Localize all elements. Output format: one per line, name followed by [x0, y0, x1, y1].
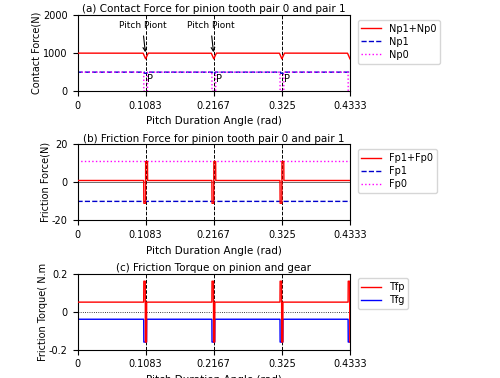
- Text: P: P: [148, 74, 154, 84]
- Fp1: [91, 199, 97, 204]
- Tfg: [86, 317, 92, 322]
- Fp0: [74, 159, 80, 164]
- Fp0: [128, 159, 134, 164]
- Text: P: P: [216, 74, 222, 84]
- Line: Np1+Np0: Np1+Np0: [78, 53, 350, 59]
- Np0: [140, 89, 146, 93]
- Np1: [76, 70, 82, 74]
- Np1: [128, 70, 134, 74]
- Tfg: [128, 317, 134, 322]
- Line: Tfp: Tfp: [78, 281, 350, 342]
- Legend: Np1+Np0, Np1, Np0: Np1+Np0, Np1, Np0: [358, 20, 440, 64]
- Np0: [128, 70, 134, 74]
- Fp1: [128, 199, 134, 204]
- Y-axis label: Contact Force(N): Contact Force(N): [32, 12, 42, 94]
- Tfg: [140, 340, 146, 344]
- Np1+Np0: [91, 51, 97, 56]
- Tfg: [332, 317, 338, 322]
- Fp1+Fp0: [86, 178, 92, 183]
- Fp1: [86, 199, 92, 204]
- Tfp: [140, 279, 146, 284]
- Tfg: [74, 317, 80, 322]
- Tfp: [86, 300, 92, 304]
- Np1+Np0: [74, 51, 80, 56]
- Fp1: [74, 199, 80, 204]
- Np1+Np0: [86, 51, 92, 56]
- Fp0: [76, 159, 82, 164]
- Fp1+Fp0: [91, 178, 97, 183]
- Np0: [91, 70, 97, 74]
- Fp1+Fp0: [142, 159, 148, 164]
- Tfg: [76, 317, 82, 322]
- Np1+Np0: [332, 51, 338, 56]
- Np0: [74, 70, 80, 74]
- Np0: [347, 89, 353, 93]
- Tfp: [91, 300, 97, 304]
- Tfg: [91, 317, 97, 322]
- Np0: [332, 70, 338, 74]
- Line: Np0: Np0: [78, 72, 350, 91]
- Y-axis label: Friction Torque( N.m: Friction Torque( N.m: [38, 263, 48, 361]
- Np0: [86, 70, 92, 74]
- Fp0: [86, 159, 92, 164]
- Legend: Fp1+Fp0, Fp1, Fp0: Fp1+Fp0, Fp1, Fp0: [358, 149, 436, 193]
- Fp1: [208, 199, 214, 204]
- Fp1: [347, 199, 353, 204]
- Np1+Np0: [347, 57, 353, 61]
- Np1: [74, 70, 80, 74]
- Tfg: [347, 340, 353, 344]
- Fp1: [332, 199, 338, 204]
- X-axis label: Pitch Duration Angle (rad): Pitch Duration Angle (rad): [146, 116, 282, 126]
- X-axis label: Pitch Duration Angle (rad): Pitch Duration Angle (rad): [146, 246, 282, 256]
- Text: P: P: [284, 74, 290, 84]
- Line: Np1: Np1: [78, 72, 350, 73]
- Fp0: [332, 159, 338, 164]
- Tfg: [208, 317, 214, 322]
- Fp1+Fp0: [128, 178, 134, 183]
- Tfp: [332, 300, 338, 304]
- Y-axis label: Friction Force(N): Friction Force(N): [40, 143, 50, 222]
- Line: Fp1+Fp0: Fp1+Fp0: [78, 161, 350, 203]
- Fp1+Fp0: [208, 178, 214, 183]
- Text: Pitch Piont: Pitch Piont: [118, 22, 166, 51]
- Fp0: [208, 159, 214, 164]
- Np1+Np0: [128, 51, 134, 56]
- Fp1+Fp0: [74, 178, 80, 183]
- Tfp: [76, 300, 82, 304]
- Np1+Np0: [76, 51, 82, 56]
- Title: (b) Friction Force for pinion tooth pair 0 and pair 1: (b) Friction Force for pinion tooth pair…: [83, 133, 344, 144]
- Fp1+Fp0: [76, 178, 82, 183]
- Np0: [208, 70, 214, 74]
- Tfp: [208, 300, 214, 304]
- Tfp: [74, 300, 80, 304]
- Np1: [347, 71, 353, 76]
- Np1: [91, 70, 97, 74]
- Np1+Np0: [208, 51, 214, 56]
- Tfp: [347, 340, 353, 344]
- Line: Tfg: Tfg: [78, 319, 350, 342]
- X-axis label: Pitch Duration Angle (rad): Pitch Duration Angle (rad): [146, 375, 282, 378]
- Np0: [76, 70, 82, 74]
- Text: Pitch Piont: Pitch Piont: [187, 22, 234, 51]
- Np1: [332, 70, 338, 74]
- Np1: [208, 70, 214, 74]
- Title: (a) Contact Force for pinion tooth pair 0 and pair 1: (a) Contact Force for pinion tooth pair …: [82, 4, 345, 14]
- Np1: [86, 70, 92, 74]
- Fp1: [76, 199, 82, 204]
- Fp1+Fp0: [140, 201, 146, 206]
- Legend: Tfp, Tfg: Tfp, Tfg: [358, 279, 408, 309]
- Fp1+Fp0: [332, 178, 338, 183]
- Tfp: [142, 340, 148, 344]
- Tfp: [128, 300, 134, 304]
- Fp1+Fp0: [347, 178, 353, 183]
- Fp0: [347, 159, 353, 164]
- Title: (c) Friction Torque on pinion and gear: (c) Friction Torque on pinion and gear: [116, 263, 311, 273]
- Np1: [142, 71, 148, 76]
- Fp0: [91, 159, 97, 164]
